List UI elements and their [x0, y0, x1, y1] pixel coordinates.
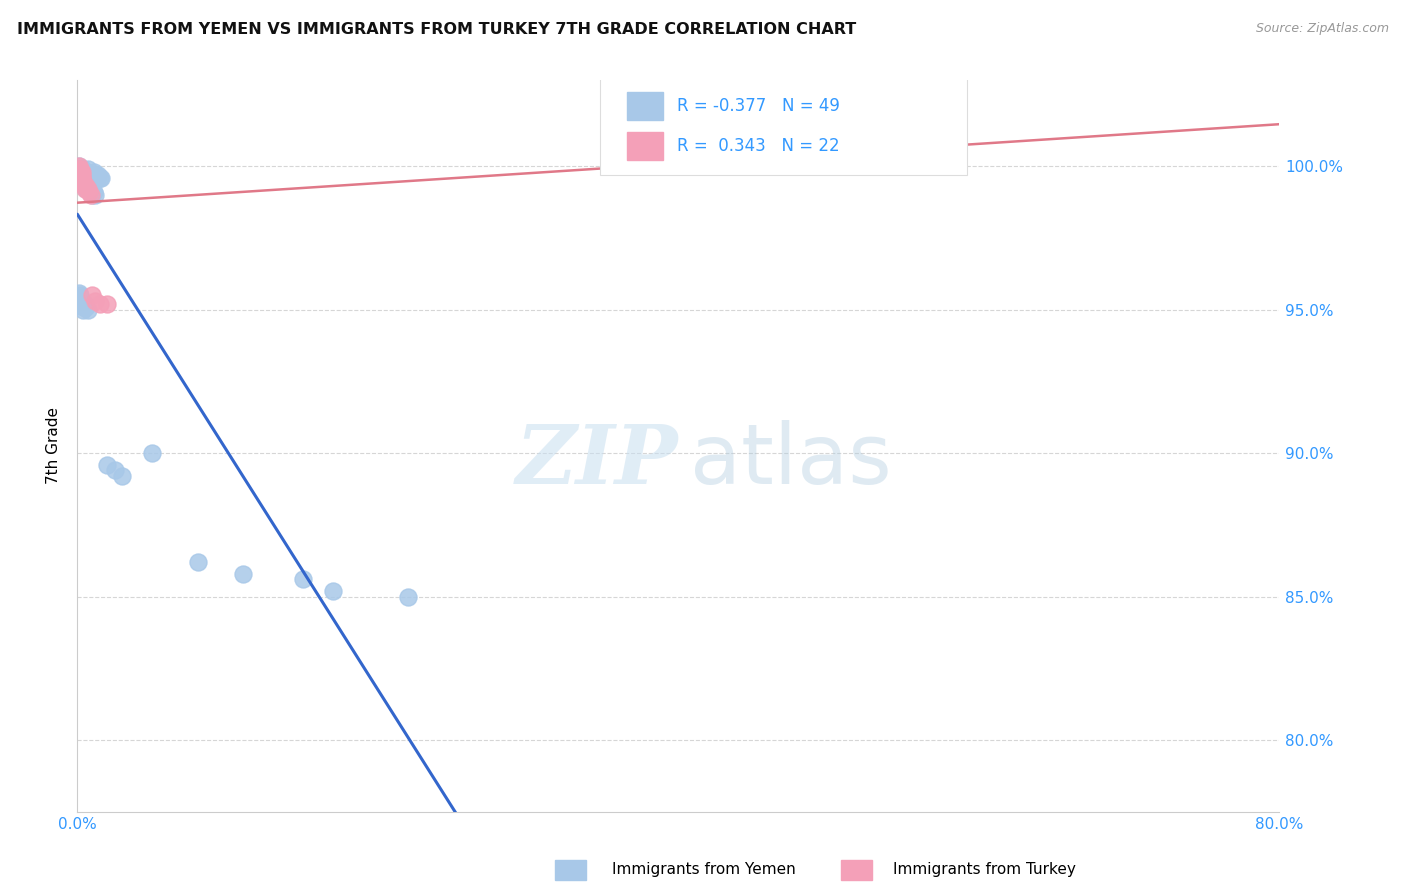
- Point: [76, 182, 98, 196]
- Point: [70, 170, 93, 185]
- Point: [104, 463, 127, 477]
- Point: [69, 165, 91, 179]
- Point: [80, 185, 103, 199]
- Point: [69, 162, 91, 177]
- Point: [73, 179, 96, 194]
- Point: [141, 446, 163, 460]
- Text: IMMIGRANTS FROM YEMEN VS IMMIGRANTS FROM TURKEY 7TH GRADE CORRELATION CHART: IMMIGRANTS FROM YEMEN VS IMMIGRANTS FROM…: [17, 22, 856, 37]
- Point: [232, 566, 254, 581]
- Point: [70, 165, 93, 179]
- Point: [82, 288, 104, 302]
- Point: [67, 159, 90, 173]
- Point: [73, 165, 96, 179]
- Y-axis label: 7th Grade: 7th Grade: [46, 408, 62, 484]
- Text: R = -0.377   N = 49: R = -0.377 N = 49: [678, 97, 839, 115]
- Point: [70, 297, 93, 311]
- Point: [69, 168, 91, 182]
- Point: [70, 174, 93, 188]
- Point: [73, 168, 96, 182]
- Point: [396, 590, 419, 604]
- Point: [75, 179, 97, 194]
- Text: Source: ZipAtlas.com: Source: ZipAtlas.com: [1256, 22, 1389, 36]
- Point: [89, 170, 111, 185]
- Text: Immigrants from Turkey: Immigrants from Turkey: [893, 863, 1076, 877]
- Point: [79, 168, 101, 182]
- Point: [89, 297, 111, 311]
- Point: [75, 182, 97, 196]
- Text: Immigrants from Yemen: Immigrants from Yemen: [612, 863, 796, 877]
- Point: [72, 162, 94, 177]
- Point: [69, 291, 91, 305]
- Point: [668, 145, 690, 159]
- Point: [291, 573, 314, 587]
- Text: R =  0.343   N = 22: R = 0.343 N = 22: [678, 136, 839, 154]
- Point: [76, 302, 98, 317]
- Point: [82, 188, 104, 202]
- Point: [67, 285, 90, 300]
- Point: [84, 188, 107, 202]
- Point: [82, 168, 104, 182]
- Point: [72, 177, 94, 191]
- Point: [73, 297, 96, 311]
- Point: [69, 165, 91, 179]
- Point: [75, 300, 97, 314]
- FancyBboxPatch shape: [627, 92, 662, 120]
- Point: [76, 162, 98, 177]
- Point: [76, 179, 98, 194]
- Text: atlas: atlas: [690, 420, 893, 501]
- Point: [69, 288, 91, 302]
- Point: [70, 162, 93, 177]
- Point: [83, 165, 105, 179]
- Point: [72, 302, 94, 317]
- FancyBboxPatch shape: [600, 77, 967, 176]
- Point: [69, 162, 91, 177]
- Point: [83, 185, 105, 199]
- Point: [80, 170, 103, 185]
- Point: [84, 294, 107, 309]
- Point: [84, 168, 107, 182]
- Point: [67, 165, 90, 179]
- Point: [73, 182, 96, 196]
- Point: [96, 458, 118, 472]
- Point: [187, 555, 209, 569]
- Point: [67, 162, 90, 177]
- Point: [111, 469, 134, 483]
- Point: [70, 294, 93, 309]
- Point: [72, 174, 94, 188]
- Point: [70, 168, 93, 182]
- Point: [67, 159, 90, 173]
- Point: [73, 179, 96, 194]
- Point: [86, 170, 108, 185]
- Point: [90, 170, 112, 185]
- FancyBboxPatch shape: [627, 132, 662, 160]
- Point: [80, 188, 103, 202]
- Point: [75, 165, 97, 179]
- Point: [87, 168, 110, 182]
- Point: [70, 165, 93, 179]
- Point: [72, 300, 94, 314]
- Point: [79, 185, 101, 199]
- Point: [67, 162, 90, 177]
- Point: [72, 177, 94, 191]
- Text: ZIP: ZIP: [516, 421, 679, 500]
- Point: [322, 583, 344, 598]
- Point: [96, 297, 118, 311]
- Point: [79, 182, 101, 196]
